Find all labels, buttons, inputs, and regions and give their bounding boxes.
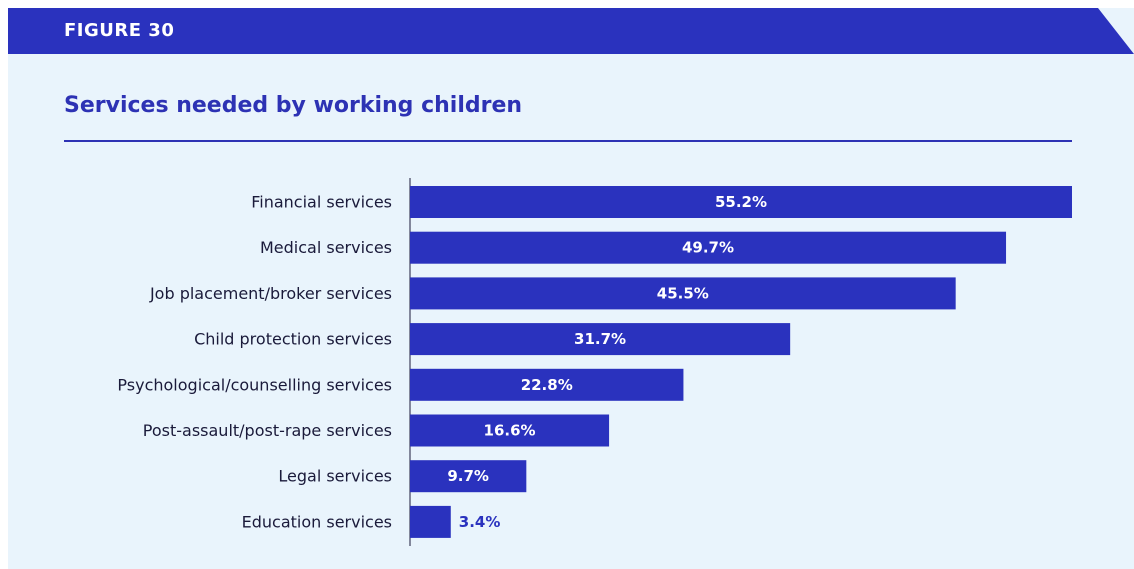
value-label: 55.2%: [715, 193, 767, 211]
category-label: Education services: [242, 512, 392, 531]
bar-6: [410, 460, 527, 493]
figure-banner: [8, 8, 1134, 54]
chart-title: Services needed by working children: [64, 93, 523, 118]
value-label: 49.7%: [682, 239, 734, 257]
bar-1: [410, 231, 1007, 264]
value-label: 3.4%: [459, 513, 501, 531]
value-label: 22.8%: [521, 376, 573, 394]
bar-0: [410, 186, 1072, 218]
title-divider: [64, 140, 1072, 142]
figure-number: FIGURE 30: [64, 20, 175, 41]
category-label: Psychological/counselling services: [117, 375, 392, 394]
value-label: 31.7%: [574, 330, 626, 348]
value-label: 16.6%: [484, 422, 536, 440]
bar-5: [410, 414, 610, 447]
bar-4: [410, 368, 684, 401]
banner-shape: [8, 8, 1134, 54]
category-label: Child protection services: [194, 330, 392, 349]
category-label: Legal services: [278, 467, 392, 486]
category-label: Post-assault/post-rape services: [143, 421, 392, 440]
category-label: Medical services: [260, 238, 392, 257]
bar-2: [410, 277, 956, 310]
value-label: 45.5%: [657, 284, 709, 302]
bar-3: [410, 323, 791, 356]
bar-7: [410, 505, 451, 538]
category-label: Financial services: [251, 193, 392, 212]
value-label: 9.7%: [447, 467, 489, 485]
category-label: Job placement/broker services: [149, 284, 392, 303]
